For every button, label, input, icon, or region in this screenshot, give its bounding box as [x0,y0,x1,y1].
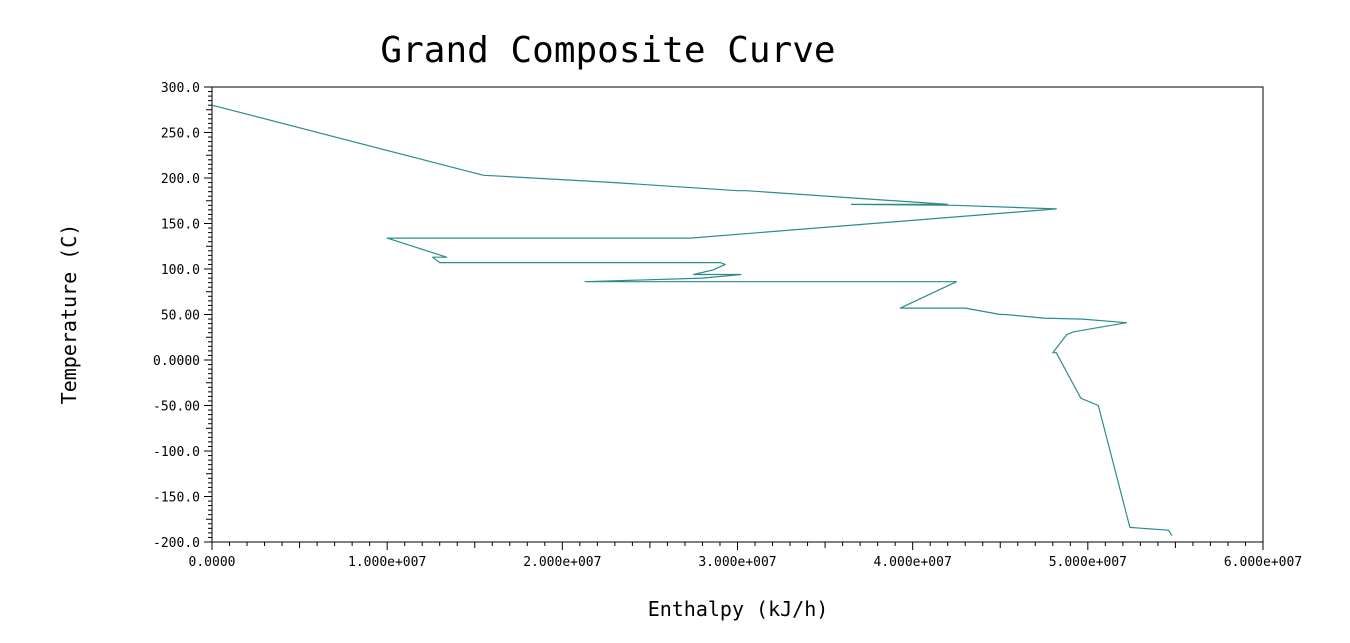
x-tick-label: 3.000e+007 [698,555,776,570]
x-tick-label: 4.000e+007 [874,555,952,570]
plot-frame [211,86,1264,543]
y-tick-label: 50.00 [161,309,200,324]
x-axis-title: Enthalpy (kJ/h) [648,597,829,621]
y-tick-label: 250.0 [161,127,200,142]
chart-title: Grand Composite Curve [380,30,835,71]
y-tick-label: -150.0 [153,491,200,506]
y-tick-label: 100.0 [161,263,200,278]
y-tick-label: -200.0 [153,536,200,551]
x-tick-label: 2.000e+007 [523,555,601,570]
series-line-0 [211,104,1173,536]
x-tick-label: 5.000e+007 [1049,555,1127,570]
x-tick-label: 1.000e+007 [348,555,426,570]
series-group [211,104,1173,536]
axis-ticks [204,86,1264,550]
y-tick-label: -100.0 [153,445,200,460]
axis-tick-labels: 0.0000 1.000e+007 2.000e+007 3.000e+007 4.00… [153,81,1302,570]
y-axis-title: Temperature (C) [57,224,81,405]
y-tick-label: 150.0 [161,218,200,233]
y-tick-label: 300.0 [161,81,200,96]
x-tick-label: 6.000e+007 [1224,555,1302,570]
y-tick-label: -50.00 [153,400,200,415]
y-tick-label: 0.0000 [153,354,200,369]
y-tick-label: 200.0 [161,172,200,187]
x-tick-label: 0.0000 [189,555,236,570]
